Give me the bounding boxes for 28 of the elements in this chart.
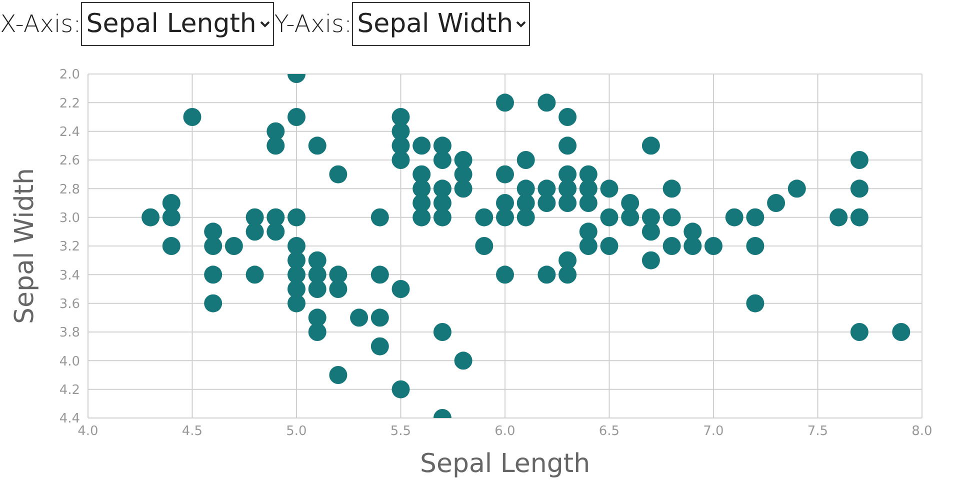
y-tick-label: 4.2 [59,382,80,398]
y-tick-label: 3.4 [59,268,80,284]
y-tick-label: 2.6 [59,154,80,169]
x-tick-label: 6.0 [494,424,516,440]
y-tick-label: 4.4 [59,412,80,427]
x-tick-label: 7.5 [807,424,828,440]
y-tick-label: 2.8 [59,182,80,198]
y-axis-dropdown: Sepal Width [352,2,530,46]
text: Y-Axis: [274,10,352,38]
y-tick-label: 3.2 [59,240,80,255]
x-tick-label: 5.0 [286,424,307,440]
x-tick-label: 8.0 [912,424,932,440]
y-tick-label: 2.2 [59,96,80,112]
y-tick-label: 2.0 [59,68,80,83]
x-axis-dropdown: Sepal Length [81,2,274,46]
x-tick-label: 4.0 [78,424,98,440]
x-tick-label: 4.5 [182,424,203,440]
y-tick-label: 3.8 [59,326,80,341]
y-tick-label: 2.4 [59,124,80,140]
x-tick-label: 7.0 [703,424,724,440]
x-axis-title: Sepal Length [420,449,590,479]
y-tick-label: 4.0 [59,354,80,370]
x-tick-label: 6.5 [598,424,620,440]
y-tick-label: 3.0 [59,210,80,226]
text: X-Axis: [0,10,82,38]
text: Sepal Width [10,168,40,324]
y-tick-label: 3.6 [59,296,80,312]
x-tick-label: 5.5 [390,424,412,440]
